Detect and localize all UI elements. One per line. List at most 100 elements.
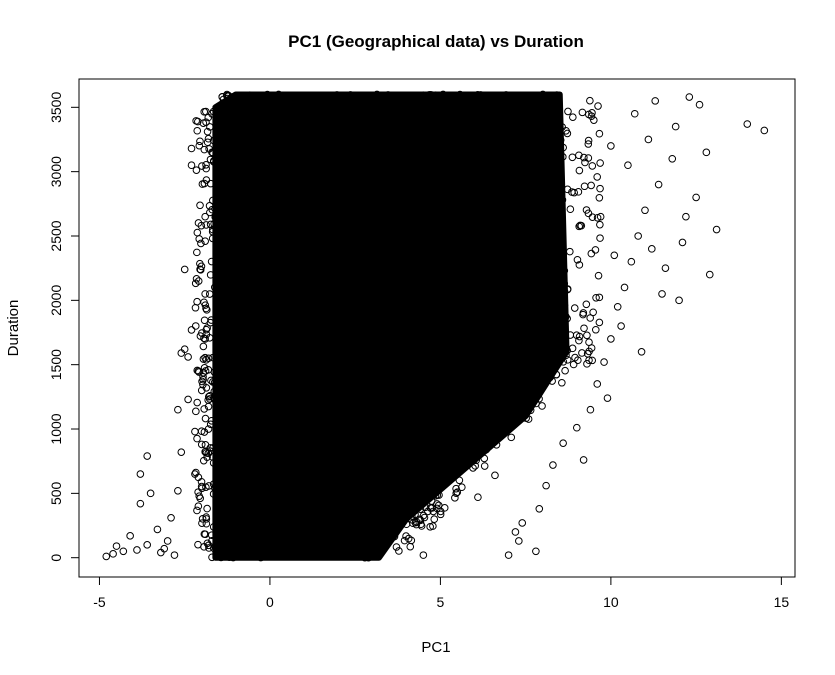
scatter-point-24 — [187, 326, 196, 334]
edge-point — [596, 159, 604, 167]
edge-point — [562, 351, 570, 360]
edge-point — [560, 266, 569, 275]
edge-point — [210, 395, 219, 404]
scatter-point-57 — [607, 335, 615, 343]
edge-point — [575, 332, 584, 341]
edge-point — [580, 153, 588, 162]
edge-point — [575, 261, 584, 269]
edge-point — [584, 140, 593, 148]
edge-point — [286, 94, 294, 102]
edge-point — [559, 347, 568, 356]
edge-point — [559, 331, 567, 339]
edge-point — [564, 107, 572, 116]
edge-point — [232, 94, 241, 103]
edge-point — [575, 166, 584, 175]
edge-point — [307, 552, 316, 561]
scatter-point-44 — [504, 551, 513, 559]
edge-point — [196, 266, 205, 274]
edge-point — [207, 376, 215, 385]
edge-point — [576, 221, 584, 230]
edge-point — [557, 230, 565, 239]
edge-point — [578, 108, 587, 117]
edge-point — [206, 271, 215, 279]
edge-point — [507, 433, 516, 442]
scatter-point-87 — [596, 212, 605, 221]
scatter-point-59 — [620, 283, 629, 292]
edge-point — [203, 127, 212, 136]
edge-point — [406, 542, 415, 551]
edge-point — [354, 93, 363, 101]
edge-point — [504, 422, 513, 431]
edge-point — [570, 304, 579, 312]
edge-point — [416, 505, 425, 513]
edge-point — [194, 219, 203, 227]
scatter-point-21 — [184, 353, 192, 361]
edge-point — [202, 164, 210, 173]
edge-point — [588, 162, 597, 170]
edge-point — [415, 94, 423, 103]
edge-point — [441, 477, 449, 485]
edge-point — [558, 123, 566, 131]
edge-point — [204, 449, 213, 458]
edge-point — [199, 342, 208, 351]
edge-point — [540, 368, 548, 377]
scatter-points — [102, 93, 769, 561]
edge-point — [493, 414, 501, 422]
edge-point — [198, 180, 207, 188]
edge-point — [562, 312, 570, 321]
edge-point — [193, 398, 202, 407]
y-tick-label: 3500 — [48, 92, 64, 123]
edge-point — [589, 308, 597, 317]
edge-point — [263, 90, 272, 99]
scatter-point-32 — [201, 212, 209, 221]
scatter-point-82 — [603, 394, 612, 402]
edge-point — [557, 188, 566, 196]
x-tick-label: 5 — [437, 594, 445, 610]
edge-point — [563, 285, 572, 294]
edge-point — [560, 279, 569, 288]
edge-point — [595, 318, 604, 327]
edge-point — [573, 255, 582, 264]
scatter-point-72 — [702, 148, 711, 157]
edge-point — [205, 395, 214, 403]
edge-point — [545, 95, 553, 103]
scatter-point-8 — [143, 541, 151, 549]
edge-point — [202, 483, 210, 491]
scatter-point-52 — [559, 439, 567, 447]
scatter-point-63 — [648, 245, 656, 253]
edge-point — [436, 510, 445, 519]
scatter-point-13 — [163, 537, 172, 545]
edge-point — [596, 220, 604, 229]
y-tick-label: 0 — [48, 554, 64, 562]
edge-point — [378, 540, 387, 549]
edge-point — [194, 117, 202, 126]
edge-point — [471, 462, 479, 470]
edge-point — [290, 551, 298, 559]
edge-point — [202, 515, 211, 523]
scatter-point-85 — [678, 238, 687, 247]
edge-point — [205, 544, 213, 552]
edge-point — [558, 378, 566, 387]
edge-point — [203, 138, 212, 147]
edge-point — [203, 504, 211, 513]
edge-point — [253, 92, 261, 101]
edge-point — [202, 519, 211, 528]
edge-point — [578, 349, 586, 357]
edge-point — [411, 93, 420, 102]
edge-point — [395, 547, 403, 555]
edge-point — [556, 308, 564, 317]
edge-point — [472, 456, 481, 465]
edge-point — [200, 530, 209, 538]
edge-point — [586, 314, 594, 322]
edge-point — [400, 536, 409, 545]
edge-point — [195, 235, 204, 243]
edge-point — [206, 155, 215, 164]
edge-point — [193, 126, 202, 135]
edge-point — [594, 271, 603, 280]
x-tick-label: 15 — [774, 594, 790, 610]
edge-point — [591, 325, 600, 334]
edge-point — [587, 344, 596, 352]
edge-point — [398, 513, 407, 521]
scatter-point-73 — [705, 270, 714, 279]
edge-point — [198, 519, 206, 528]
